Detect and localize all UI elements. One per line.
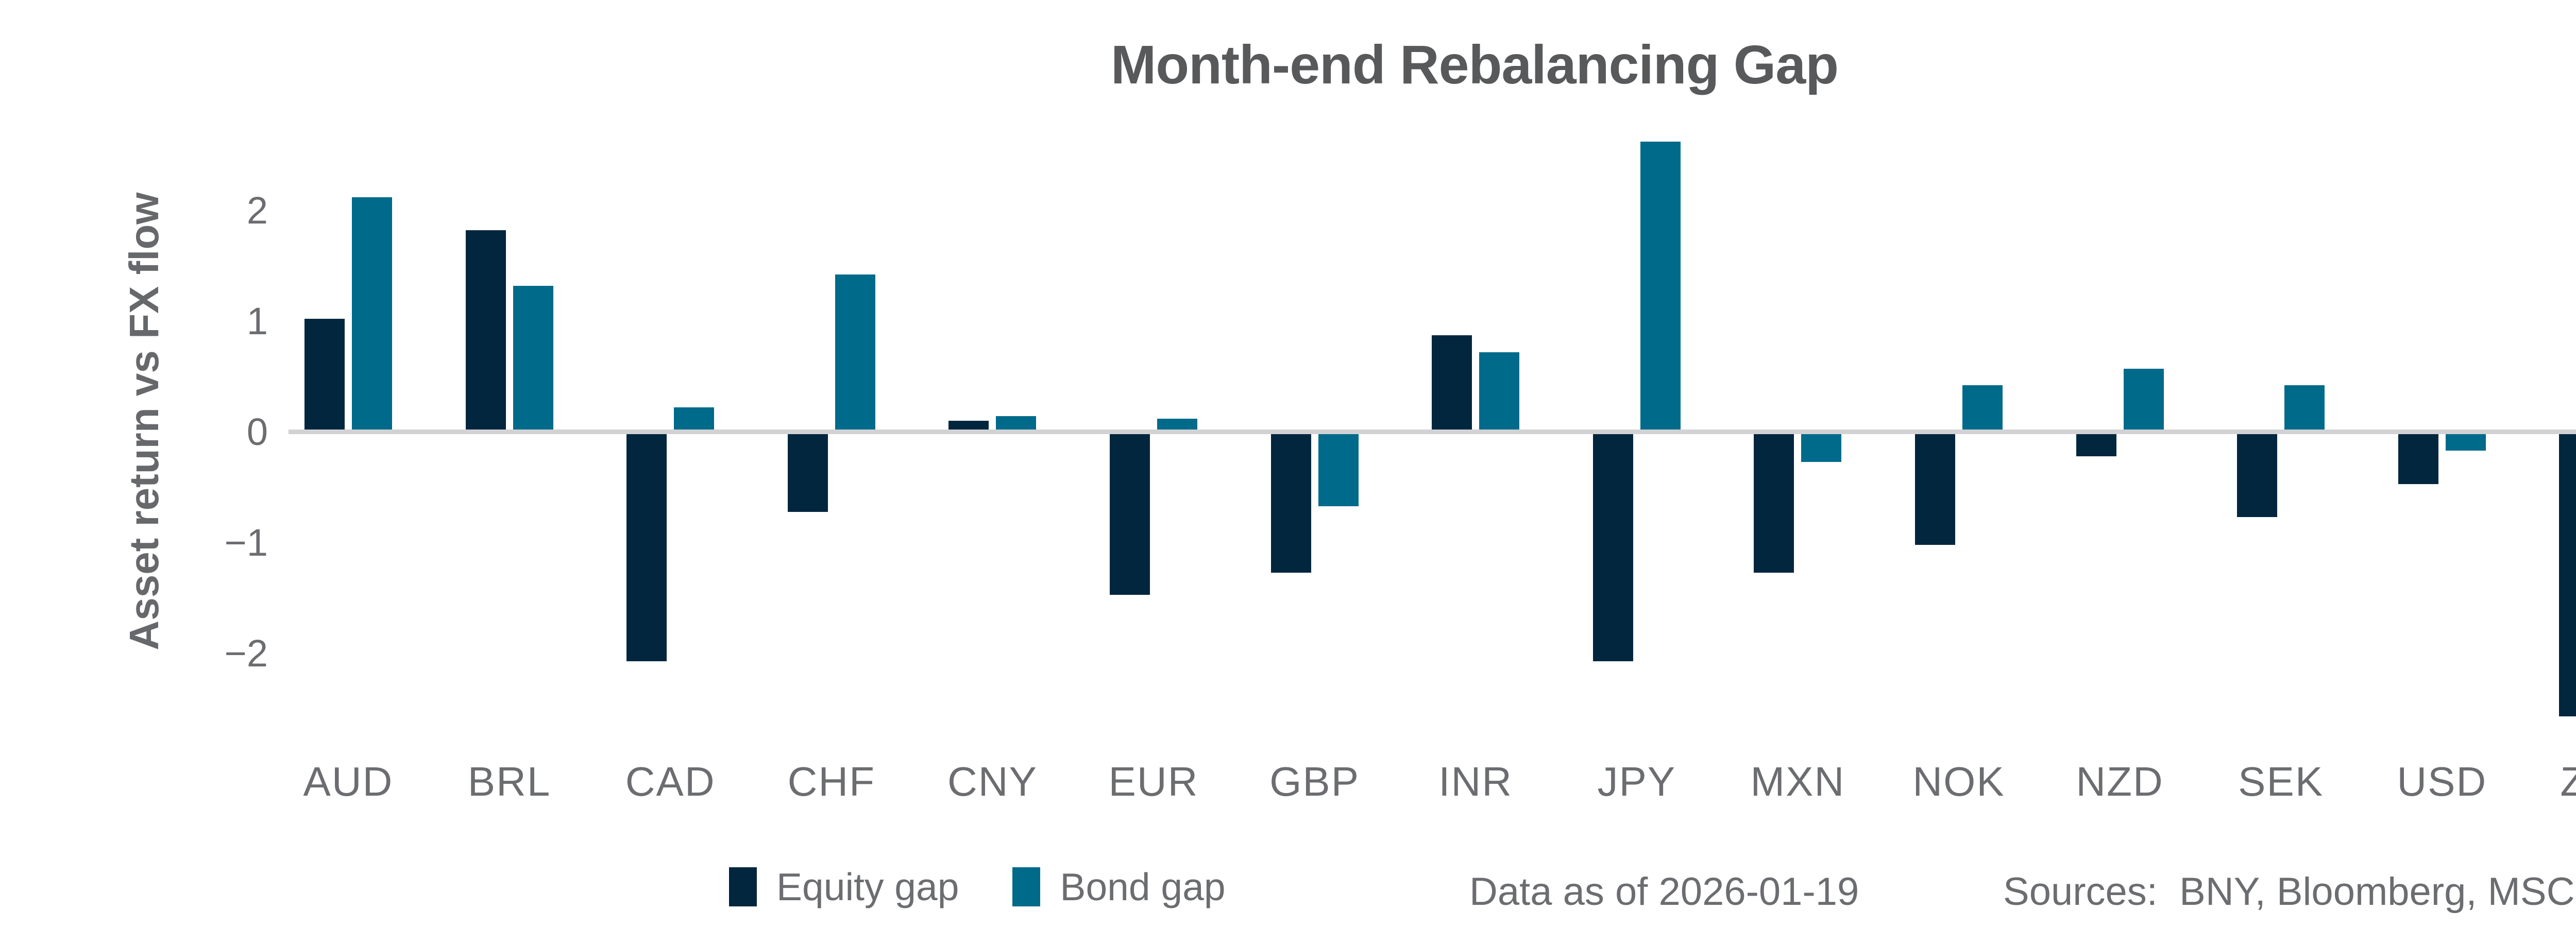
x-axis-label-cny: CNY [947, 759, 1038, 804]
x-axis-label-eur: EUR [1108, 759, 1199, 804]
bond-bar-inr [1479, 352, 1520, 430]
x-axis-label-usd: USD [2397, 759, 2487, 804]
equity-bar-zar [2559, 434, 2576, 717]
equity-bar-chf [787, 434, 828, 512]
equity-bar-gbp [1270, 434, 1311, 573]
x-axis-label-aud: AUD [303, 759, 394, 804]
x-axis-label-mxn: MXN [1750, 759, 1845, 804]
equity-bar-sek [2237, 434, 2278, 518]
legend-item-bond-gap: Bond gap [1012, 865, 1226, 909]
y-tick--1: −1 [224, 521, 268, 564]
equity-bar-cad [626, 434, 667, 661]
equity-bar-eur [1110, 434, 1150, 595]
equity-gap-swatch [729, 867, 757, 906]
bond-bar-mxn [1801, 434, 1842, 462]
bond-bar-gbp [1318, 434, 1359, 506]
legend-item-equity-gap: Equity gap [729, 865, 959, 909]
bond-bar-jpy [1640, 142, 1681, 430]
equity-bar-inr [1432, 335, 1472, 430]
bond-bar-eur [1157, 418, 1197, 430]
bond-bar-cny [996, 416, 1037, 430]
equity-bar-brl [465, 230, 506, 430]
x-axis-label-inr: INR [1438, 759, 1513, 804]
equity-bar-jpy [1592, 434, 1633, 661]
y-tick-2: 2 [246, 188, 268, 232]
bond-bar-brl [513, 285, 553, 430]
legend-label-bond-gap: Bond gap [1060, 865, 1226, 908]
equity-bar-nzd [2076, 434, 2116, 456]
x-axis-label-zar: ZAR [2560, 759, 2576, 804]
equity-bar-aud [304, 319, 345, 430]
x-axis-label-brl: BRL [467, 759, 551, 804]
x-axis-label-cad: CAD [625, 759, 716, 804]
equity-bar-cny [948, 420, 989, 430]
equity-bar-usd [2398, 434, 2438, 484]
sources-note: Sources: BNY, Bloomberg, MSCI [2003, 870, 2576, 914]
zero-gridline [289, 430, 2576, 434]
y-tick--2: −2 [224, 631, 268, 675]
bond-bar-chf [835, 274, 875, 430]
bond-bar-nzd [2123, 368, 2164, 430]
x-axis-label-gbp: GBP [1269, 759, 1360, 804]
equity-bar-nok [1915, 434, 1955, 545]
y-tick-1: 1 [246, 299, 268, 342]
bond-bar-sek [2284, 385, 2325, 430]
bond-bar-cad [674, 407, 715, 430]
data-as-of-note: Data as of 2026-01-19 [1469, 870, 1859, 914]
legend-label-equity-gap: Equity gap [776, 865, 959, 908]
equity-bar-mxn [1754, 434, 1794, 573]
x-axis-label-chf: CHF [787, 759, 875, 804]
x-axis-label-nzd: NZD [2076, 759, 2164, 804]
bond-bar-nok [1962, 385, 2003, 430]
y-tick-0: 0 [246, 410, 268, 453]
bond-bar-aud [352, 197, 392, 430]
bond-gap-swatch [1012, 867, 1041, 906]
x-axis-label-jpy: JPY [1597, 759, 1676, 804]
legend: Equity gap Bond gap [729, 861, 1226, 913]
x-axis-label-nok: NOK [1912, 759, 2005, 804]
x-axis-label-sek: SEK [2238, 759, 2324, 804]
bond-bar-usd [2445, 434, 2486, 451]
chart-title: Month-end Rebalancing Gap [1111, 35, 1839, 95]
